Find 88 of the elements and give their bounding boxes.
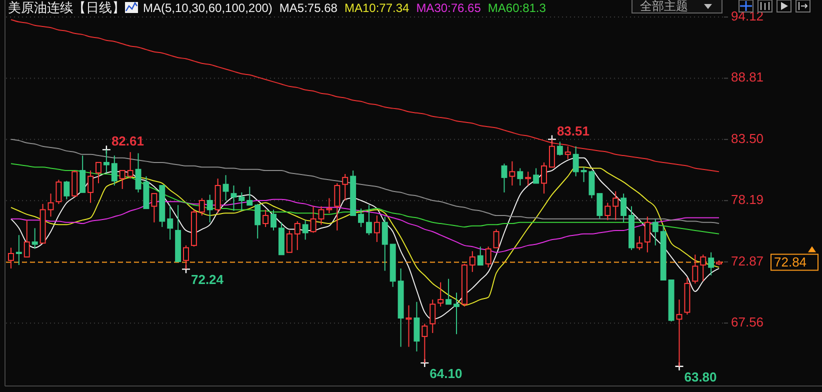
candlestick (262, 209, 269, 228)
candlestick (32, 228, 38, 250)
candlestick (588, 170, 595, 199)
candlestick (64, 180, 70, 200)
candlestick (501, 163, 508, 193)
text: MA10:77.34 (344, 1, 410, 15)
candlestick (556, 141, 563, 156)
candlestick (430, 299, 436, 334)
candlestick (8, 247, 14, 269)
candlestick (477, 246, 484, 266)
candlestick (286, 230, 292, 253)
candlestick (198, 198, 205, 216)
line-series (10, 19, 720, 172)
chart-title: 美原油连续【日线】 (8, 0, 125, 15)
candlestick (326, 198, 332, 214)
candlestick (127, 152, 134, 180)
candlestick (596, 193, 603, 220)
annotation: 全部主题 (640, 0, 688, 13)
candlestick (612, 190, 619, 221)
candlestick (56, 179, 62, 204)
text: MA60:81.3 (488, 1, 546, 15)
candlestick (318, 206, 324, 226)
candlestick (541, 162, 547, 194)
annotation: 83.51 (556, 123, 590, 138)
candlestick (206, 194, 213, 223)
candlestick (96, 162, 102, 184)
candlestick (254, 203, 261, 240)
annotation: 63.80 (684, 369, 717, 384)
candlestick (620, 193, 627, 223)
candlestick (16, 234, 22, 266)
candlestick (493, 228, 500, 248)
y-tick-label: 83.50 (731, 130, 764, 146)
candlestick (525, 171, 532, 186)
candlestick (310, 206, 316, 234)
ref-line-label: 72.84 (774, 254, 807, 270)
annotation: 82.61 (111, 134, 144, 149)
candlestick (700, 254, 706, 282)
candlestick (167, 204, 174, 240)
y-tick-label: 67.56 (731, 314, 764, 330)
candlestick (80, 155, 86, 193)
candlestick (230, 185, 237, 212)
candlestick (509, 160, 516, 186)
candlestick (414, 301, 420, 352)
candlestick (572, 146, 579, 177)
candlestick (517, 168, 524, 186)
annotation: 64.10 (430, 366, 462, 381)
candlestick (302, 220, 308, 240)
candlestick (469, 250, 476, 272)
text: MA30:76.65 (416, 1, 482, 15)
candlestick (88, 170, 94, 204)
candlestick (135, 152, 142, 193)
candlestick (604, 202, 611, 221)
candlestick (374, 214, 380, 242)
candlestick (246, 186, 253, 206)
candlestick (24, 220, 30, 258)
dropdown-button: 全部主题 (632, 0, 722, 14)
legend-title: MA(5,10,30,60,100,200) (143, 1, 272, 15)
candlestick (454, 292, 460, 335)
candlestick (533, 168, 540, 184)
candlestick (636, 236, 642, 251)
candlestick (438, 282, 444, 307)
candlestick (485, 246, 492, 268)
candlestick (366, 204, 372, 236)
candlestick (151, 193, 158, 223)
candlestick (222, 174, 229, 201)
candlestick (111, 155, 118, 186)
candlestick (652, 218, 658, 246)
candlestick (334, 182, 340, 231)
text: MA5:75.68 (279, 1, 338, 15)
candlestick (119, 170, 126, 190)
candlestick (270, 209, 276, 231)
candlestick (238, 192, 245, 212)
candlestick (406, 304, 412, 348)
candlestick (692, 254, 698, 284)
candlestick (342, 173, 348, 201)
candlestick (294, 220, 300, 251)
y-tick-label: 72.87 (731, 253, 764, 268)
candlestick (382, 216, 388, 272)
candlestick (564, 146, 571, 160)
y-tick-label: 78.19 (731, 192, 764, 208)
y-tick-label: 88.81 (731, 70, 764, 85)
annotation: 72.24 (190, 272, 224, 288)
candlestick (183, 244, 189, 270)
candlestick (580, 166, 587, 183)
candlestick (446, 278, 452, 305)
candlestick (708, 252, 714, 276)
candlestick (644, 216, 650, 253)
candlestick (358, 208, 364, 228)
